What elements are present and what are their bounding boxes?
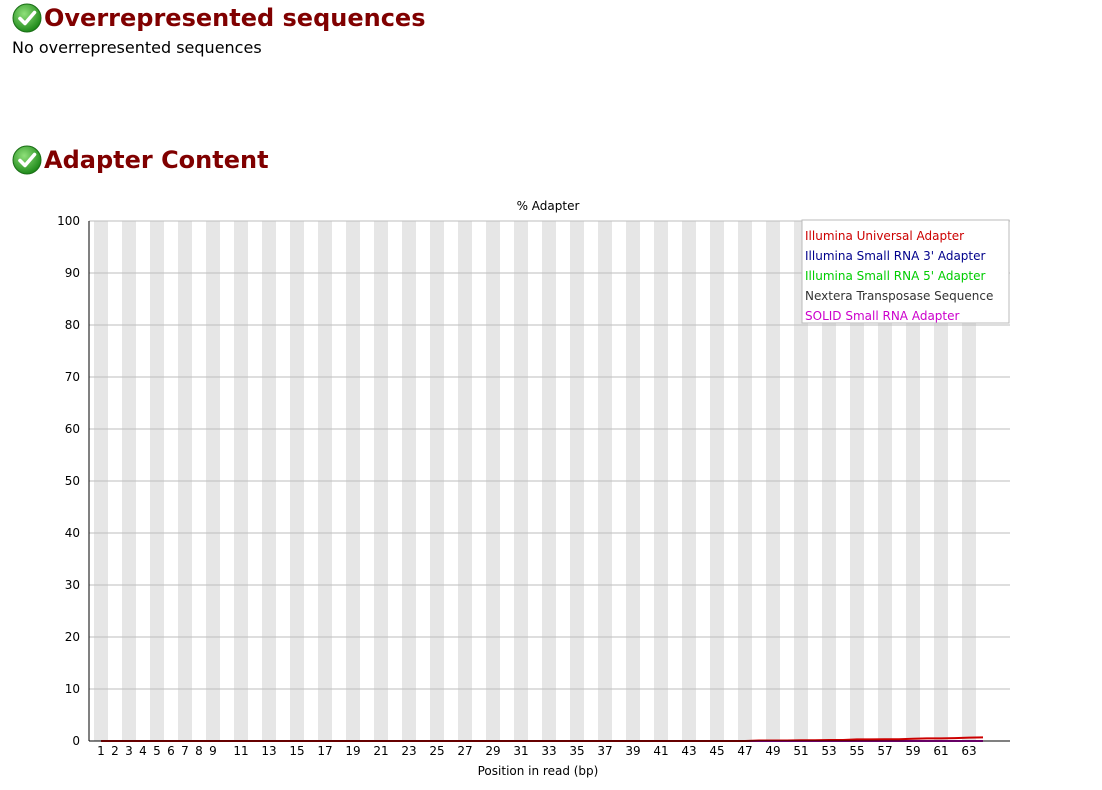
overrepresented-heading: Overrepresented sequences <box>12 2 425 34</box>
y-tick-label: 0 <box>72 734 80 748</box>
x-tick-label: 11 <box>233 744 248 758</box>
pass-check-icon <box>12 3 42 33</box>
x-tick-label: 51 <box>793 744 808 758</box>
x-tick-label: 1 <box>97 744 105 758</box>
y-tick-label: 60 <box>65 422 80 436</box>
x-tick-label: 41 <box>653 744 668 758</box>
x-tick-label: 23 <box>401 744 416 758</box>
section-title: Adapter Content <box>44 146 269 174</box>
x-tick-label: 33 <box>541 744 556 758</box>
legend-entry: Illumina Small RNA 3' Adapter <box>805 249 986 263</box>
y-tick-label: 100 <box>57 214 80 228</box>
x-tick-label: 31 <box>513 744 528 758</box>
x-tick-label: 37 <box>597 744 612 758</box>
x-tick-label: 53 <box>821 744 836 758</box>
x-tick-label: 15 <box>289 744 304 758</box>
section-title: Overrepresented sequences <box>44 4 426 32</box>
x-tick-label: 25 <box>429 744 444 758</box>
x-tick-label: 8 <box>195 744 203 758</box>
x-tick-label: 43 <box>681 744 696 758</box>
adapter-content-heading: Adapter Content <box>12 144 269 176</box>
y-axis-ticks: 0 10 20 30 40 50 60 70 80 90 100 <box>57 214 80 748</box>
x-tick-label: 21 <box>373 744 388 758</box>
x-axis-ticks: 1 2 3 4 5 6 7 8 9 11 13 15 17 19 21 23 25 27 29 31 33 35 37 39 4… <box>97 744 976 758</box>
x-tick-label: 6 <box>167 744 175 758</box>
no-overrepresented-text: No overrepresented sequences <box>12 38 262 57</box>
x-axis-label: Position in read (bp) <box>478 764 599 778</box>
x-tick-label: 19 <box>345 744 360 758</box>
legend-entry: Illumina Universal Adapter <box>805 229 964 243</box>
y-tick-label: 20 <box>65 630 80 644</box>
x-tick-label: 27 <box>457 744 472 758</box>
x-tick-label: 9 <box>209 744 217 758</box>
y-tick-label: 10 <box>65 682 80 696</box>
x-tick-label: 49 <box>765 744 780 758</box>
legend-entry: Nextera Transposase Sequence <box>805 289 993 303</box>
x-tick-label: 63 <box>961 744 976 758</box>
y-tick-label: 30 <box>65 578 80 592</box>
y-tick-label: 50 <box>65 474 80 488</box>
chart-legend: Illumina Universal Adapter Illumina Small… <box>801 219 1010 324</box>
x-tick-label: 61 <box>933 744 948 758</box>
x-tick-label: 3 <box>125 744 133 758</box>
y-tick-label: 80 <box>65 318 80 332</box>
x-tick-label: 39 <box>625 744 640 758</box>
x-tick-label: 17 <box>317 744 332 758</box>
chart-title: % Adapter <box>517 199 580 213</box>
x-tick-label: 29 <box>485 744 500 758</box>
x-tick-label: 5 <box>153 744 161 758</box>
y-tick-label: 40 <box>65 526 80 540</box>
pass-check-icon <box>12 145 42 175</box>
x-tick-label: 13 <box>261 744 276 758</box>
legend-box <box>801 219 1010 324</box>
legend-entry: SOLID Small RNA Adapter <box>805 309 959 323</box>
x-tick-label: 47 <box>737 744 752 758</box>
x-tick-label: 2 <box>111 744 119 758</box>
x-tick-label: 57 <box>877 744 892 758</box>
x-tick-label: 4 <box>139 744 147 758</box>
x-tick-label: 59 <box>905 744 920 758</box>
legend-entry: Illumina Small RNA 5' Adapter <box>805 269 986 283</box>
y-tick-label: 90 <box>65 266 80 280</box>
x-tick-label: 55 <box>849 744 864 758</box>
x-tick-label: 45 <box>709 744 724 758</box>
x-tick-label: 35 <box>569 744 584 758</box>
y-tick-label: 70 <box>65 370 80 384</box>
x-tick-label: 7 <box>181 744 189 758</box>
